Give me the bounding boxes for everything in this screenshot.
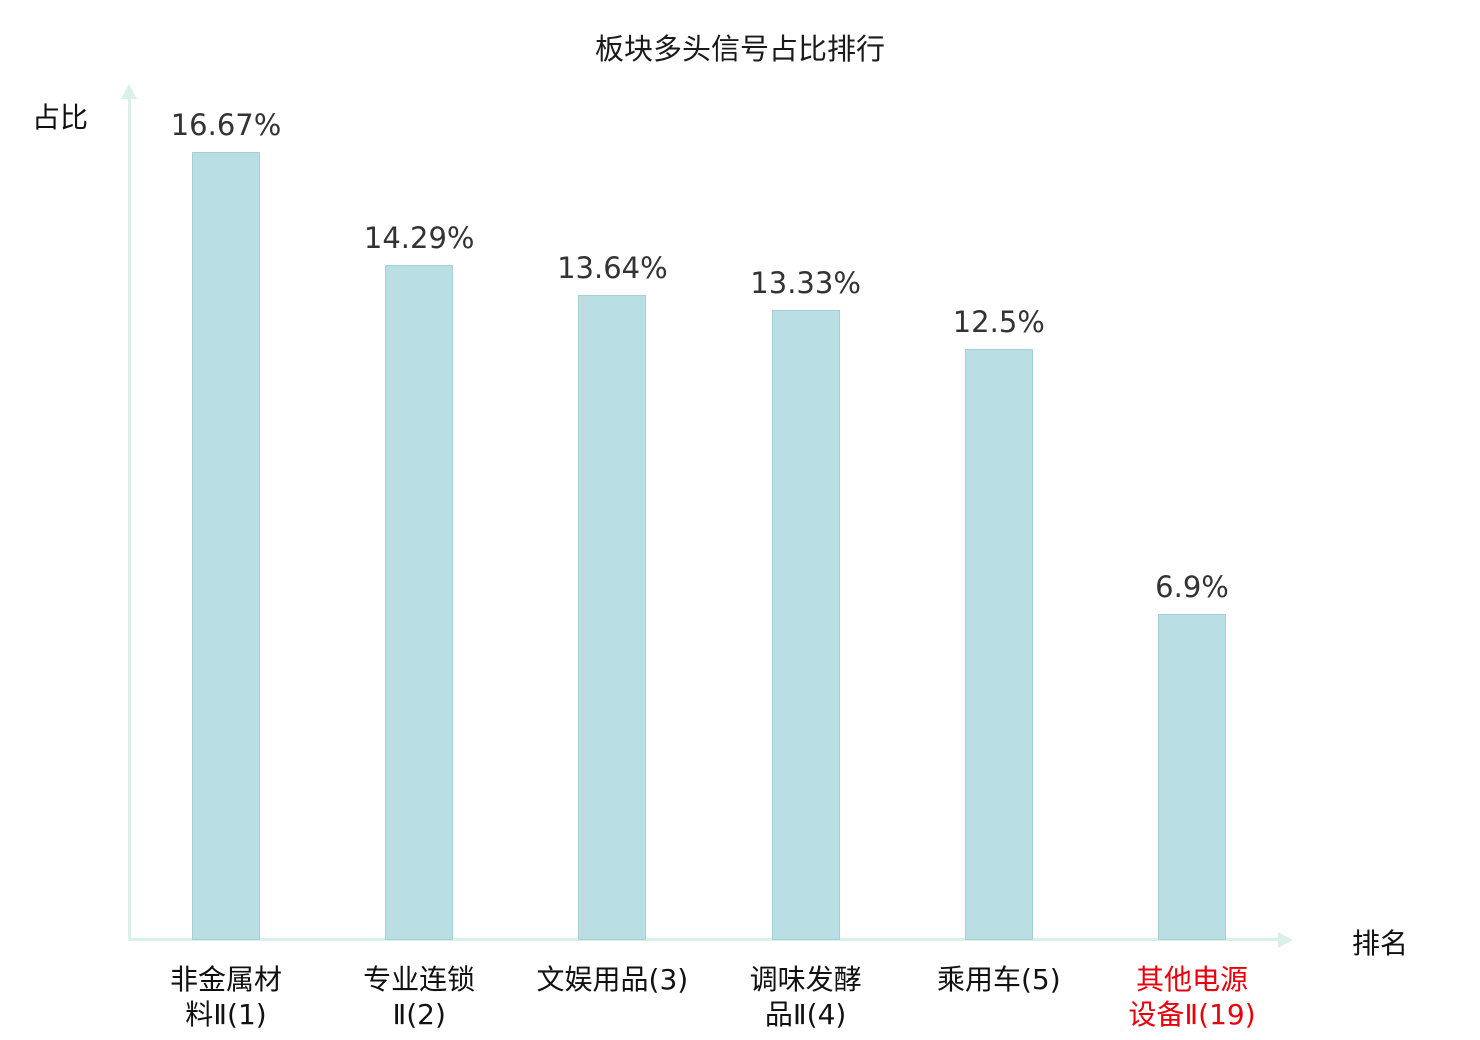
bar	[964, 349, 1033, 940]
bar-value-label: 13.33%	[750, 265, 861, 300]
bar	[385, 264, 454, 940]
bar-value-label: 6.9%	[1155, 569, 1229, 604]
bar-category-label: 调味发酵 品Ⅱ(4)	[749, 963, 862, 1031]
x-axis-arrow-right-icon	[1278, 931, 1293, 948]
y-axis-arrow-up-icon	[121, 84, 137, 99]
x-axis-label: 排名	[1352, 927, 1409, 960]
bar-category-label: 其他电源 设备Ⅱ(19)	[1128, 963, 1256, 1031]
bar	[192, 152, 260, 940]
bar-value-label: 14.29%	[363, 220, 475, 255]
bar-value-label: 13.64%	[557, 251, 668, 286]
bar	[771, 309, 840, 940]
bar-category-label: 文娱用品(3)	[536, 963, 689, 996]
bar-category-label: 专业连锁 Ⅱ(2)	[363, 963, 476, 1031]
bar-value-label: 16.67%	[170, 108, 282, 142]
bar	[1158, 613, 1226, 940]
y-axis-label: 占比	[32, 101, 89, 134]
bar	[578, 295, 647, 940]
x-axis	[128, 938, 1280, 941]
bar-category-label: 非金属材 料Ⅱ(1)	[169, 963, 282, 1031]
y-axis	[128, 96, 131, 941]
bar-category-label: 乘用车(5)	[936, 963, 1061, 996]
chart-title: 板块多头信号占比排行	[594, 32, 885, 66]
bar-value-label: 12.5%	[952, 305, 1045, 340]
